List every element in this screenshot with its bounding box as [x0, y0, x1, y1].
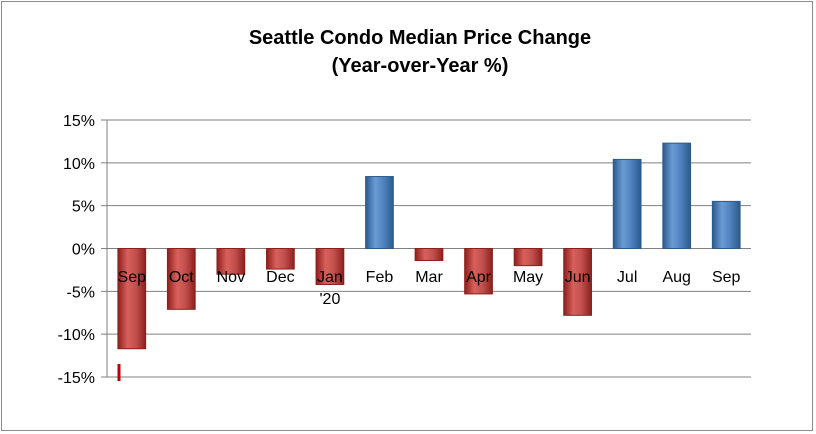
bar — [315, 248, 345, 285]
x-tick-label: Sep — [712, 269, 741, 286]
bar — [513, 248, 543, 267]
y-tick-label: -5% — [67, 284, 95, 301]
bar — [216, 248, 246, 275]
bars — [117, 142, 741, 350]
gridlines — [107, 119, 751, 378]
y-axis: 15% 10% 5% 0% -5% -10% -15% — [58, 113, 121, 387]
x-tick-label: Nov — [217, 269, 245, 286]
y-tick-label: 0% — [72, 242, 95, 259]
x-tick-label: Mar — [415, 269, 443, 286]
chart-title: Seattle Condo Median Price Change — [249, 27, 591, 49]
x-tick-labels: Sep Oct Nov Dec Jan '20 Feb Mar Apr May Jun Jul Aug S… — [118, 269, 741, 308]
bar — [414, 248, 444, 261]
bar — [166, 248, 196, 310]
x-tick-label: Jul — [617, 269, 637, 286]
bar — [266, 248, 295, 270]
bar — [612, 158, 642, 249]
y-tick-label: -10% — [58, 327, 95, 344]
chart-subtitle: (Year-over-Year %) — [332, 55, 509, 77]
x-tick-label: Apr — [466, 269, 492, 286]
y-tick-label: 5% — [72, 199, 95, 216]
bar — [563, 248, 592, 316]
x-tick-label: Sep — [118, 269, 147, 286]
bar — [464, 248, 493, 295]
x-tick-label: '20 — [319, 291, 340, 308]
x-tick-label: Jun — [565, 269, 591, 286]
bar — [117, 248, 147, 350]
x-tick-label: Aug — [662, 269, 690, 286]
bar — [662, 142, 692, 250]
bar — [365, 176, 394, 249]
x-tick-label: May — [513, 269, 543, 286]
x-tick-label: Oct — [169, 269, 194, 286]
x-tick-label: Feb — [366, 269, 394, 286]
x-tick-label: Dec — [266, 269, 294, 286]
y-tick-label: 15% — [63, 113, 95, 130]
x-tick-label: Jan — [317, 269, 343, 286]
y-tick-label: -15% — [58, 370, 95, 387]
bar — [711, 200, 741, 249]
y-tick-label: 10% — [63, 156, 95, 173]
